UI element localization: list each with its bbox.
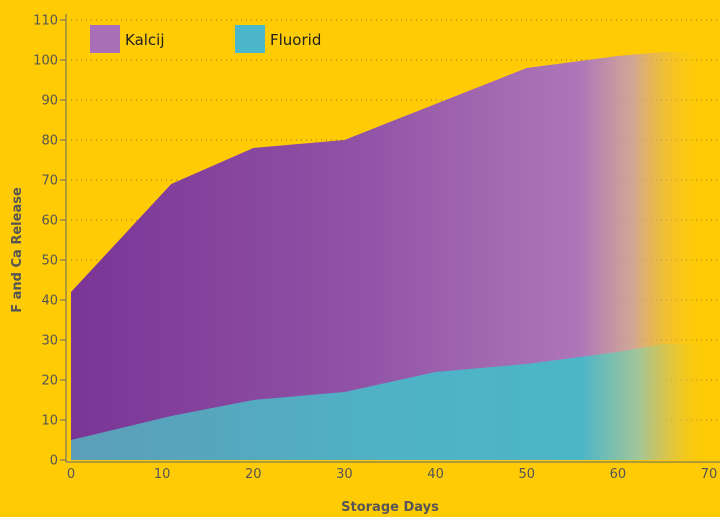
- area-series-fluorid: [71, 344, 709, 460]
- axes: 0 10 20 30 40 50 60 70 80 90 100 110 0 10 20 30 40 50 60 70: [33, 14, 720, 482]
- legend-swatch-kalcij: [90, 25, 120, 53]
- x-axis-title: Storage Days: [341, 500, 439, 515]
- y-tick-label: 60: [41, 214, 58, 229]
- legend-swatch-fluorid: [235, 25, 265, 53]
- x-tick-label: 70: [701, 467, 718, 482]
- y-tick-label: 40: [41, 294, 58, 309]
- legend-label-kalcij: Kalcij: [125, 31, 165, 49]
- y-tick-label: 30: [41, 334, 58, 349]
- y-tick-label: 80: [41, 134, 58, 149]
- legend: Kalcij Fluorid: [90, 25, 321, 53]
- y-tick-label: 100: [33, 54, 58, 69]
- x-tick-label: 20: [245, 467, 262, 482]
- area-series-kalcij: [71, 52, 709, 460]
- x-tick-label: 10: [154, 467, 171, 482]
- x-tick-label: 30: [336, 467, 353, 482]
- x-tick-label: 0: [67, 467, 75, 482]
- y-tick-label: 10: [41, 414, 58, 429]
- y-tick-label: 110: [33, 14, 58, 29]
- y-tick-label: 50: [41, 254, 58, 269]
- x-tick-label: 40: [427, 467, 444, 482]
- legend-label-fluorid: Fluorid: [270, 31, 321, 49]
- y-tick-label: 20: [41, 374, 58, 389]
- y-tick-label: 70: [41, 174, 58, 189]
- y-tick-label: 90: [41, 94, 58, 109]
- area-series-group: [71, 52, 709, 460]
- y-tick-label: 0: [50, 454, 58, 469]
- x-tick-label: 60: [610, 467, 627, 482]
- x-tick-label: 50: [518, 467, 535, 482]
- y-axis-title: F and Ca Release: [10, 187, 25, 313]
